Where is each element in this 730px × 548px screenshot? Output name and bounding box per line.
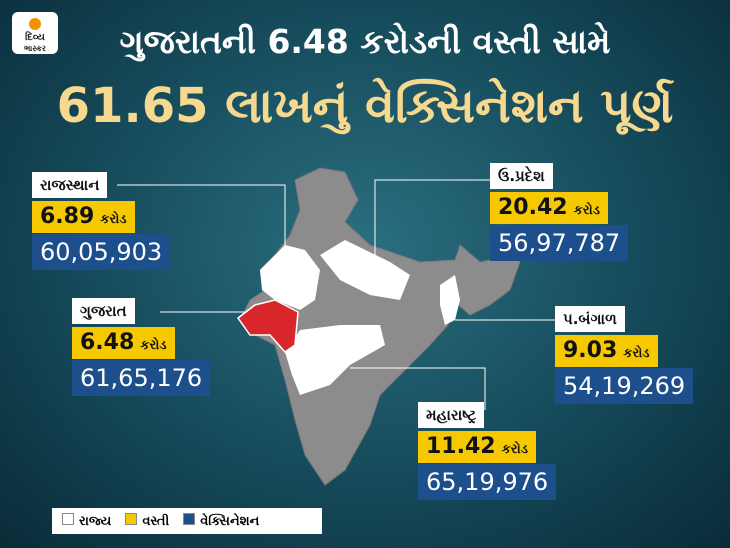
vaccination: 56,97,787 [490,225,629,261]
population: 11.42 કરોડ [418,431,536,463]
population-unit: કરોડ [140,338,167,353]
logo-sun [29,18,41,30]
population: 20.42 કરોડ [490,192,608,224]
vaccination: 54,19,269 [555,368,694,404]
legend-label: રાજ્ય [79,514,112,529]
legend-item: રાજ્ય [62,513,111,529]
gujarat [236,299,299,353]
legend-item: વેક્સિનેશન [183,513,259,529]
state-name: રાજસ્થાન [32,172,108,198]
population-value: 11.42 [426,434,496,459]
state-name: ગુજરાત [72,298,135,324]
population-unit: કરોડ [501,442,528,457]
population-unit: કરોડ [573,203,600,218]
rajasthan [260,245,320,310]
connector [117,184,286,255]
population-value: 9.03 [563,338,618,363]
logo-text: દિવ્ય [25,32,45,43]
state-name: ઉ.પ્રદેશ [490,163,553,189]
connectors [117,179,555,410]
vaccination: 60,05,903 [32,234,171,270]
west-bengal [440,275,460,325]
vaccination: 61,65,176 [72,360,211,396]
legend-label: વેક્સિનેશન [200,514,260,529]
population: 9.03 કરોડ [555,335,658,367]
logo: દિવ્ય ભાસ્કર [12,12,58,54]
population-unit: કરોડ [100,212,127,227]
state-name: પ.બંગાળ [555,306,625,332]
legend-item: વસ્તી [125,513,169,529]
logo-text: ભાસ્કર [23,44,47,53]
title: ગુજરાતની 6.48 કરોડની વસ્તી સામે [119,22,611,61]
legend-label: વસ્તી [142,514,170,529]
state-name: મહારાષ્ટ્ર [418,402,485,428]
subtitle: 61.65 લાખનું વેક્સિનેશન પૂર્ણ [56,78,674,134]
population-value: 6.48 [80,330,135,355]
population-value: 6.89 [40,204,95,229]
population-value: 20.42 [498,195,568,220]
uttar-pradesh [320,240,410,300]
connector [350,367,486,410]
population-unit: કરોડ [623,346,650,361]
population: 6.48 કરોડ [72,327,175,359]
maharashtra [285,325,385,395]
vaccination: 65,19,976 [418,464,557,500]
connector [374,179,490,262]
population: 6.89 કરોડ [32,201,135,233]
legend: રાજ્ય વસ્તી વેક્સિનેશન [52,508,322,534]
